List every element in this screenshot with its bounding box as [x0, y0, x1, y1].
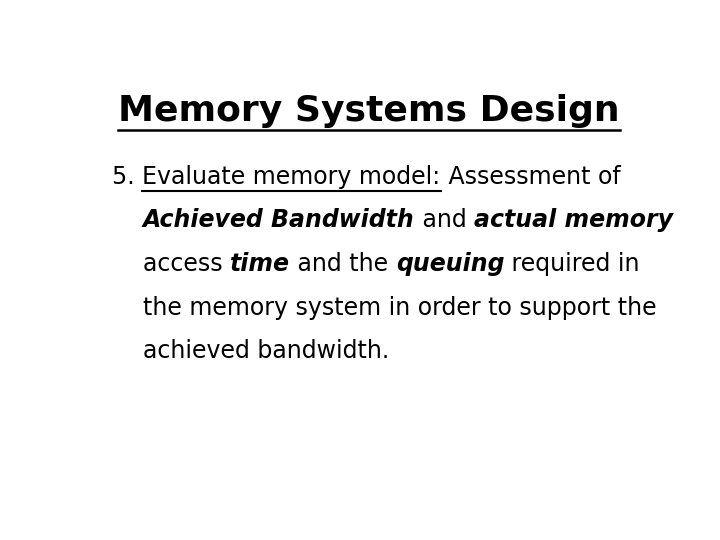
Text: queuing: queuing: [396, 252, 504, 276]
Text: Achieved Bandwidth: Achieved Bandwidth: [143, 208, 415, 232]
Text: and the: and the: [290, 252, 396, 276]
Text: required in: required in: [504, 252, 640, 276]
Text: achieved bandwidth.: achieved bandwidth.: [143, 339, 390, 363]
Text: the memory system in order to support the: the memory system in order to support th…: [143, 295, 657, 320]
Text: Memory Systems Design: Memory Systems Design: [118, 94, 620, 128]
Text: 5.: 5.: [112, 165, 143, 188]
Text: actual memory: actual memory: [474, 208, 673, 232]
Text: time: time: [230, 252, 290, 276]
Text: Assessment of: Assessment of: [441, 165, 621, 188]
Text: Evaluate memory model:: Evaluate memory model:: [143, 165, 441, 188]
Text: and: and: [415, 208, 474, 232]
Text: access: access: [143, 252, 230, 276]
